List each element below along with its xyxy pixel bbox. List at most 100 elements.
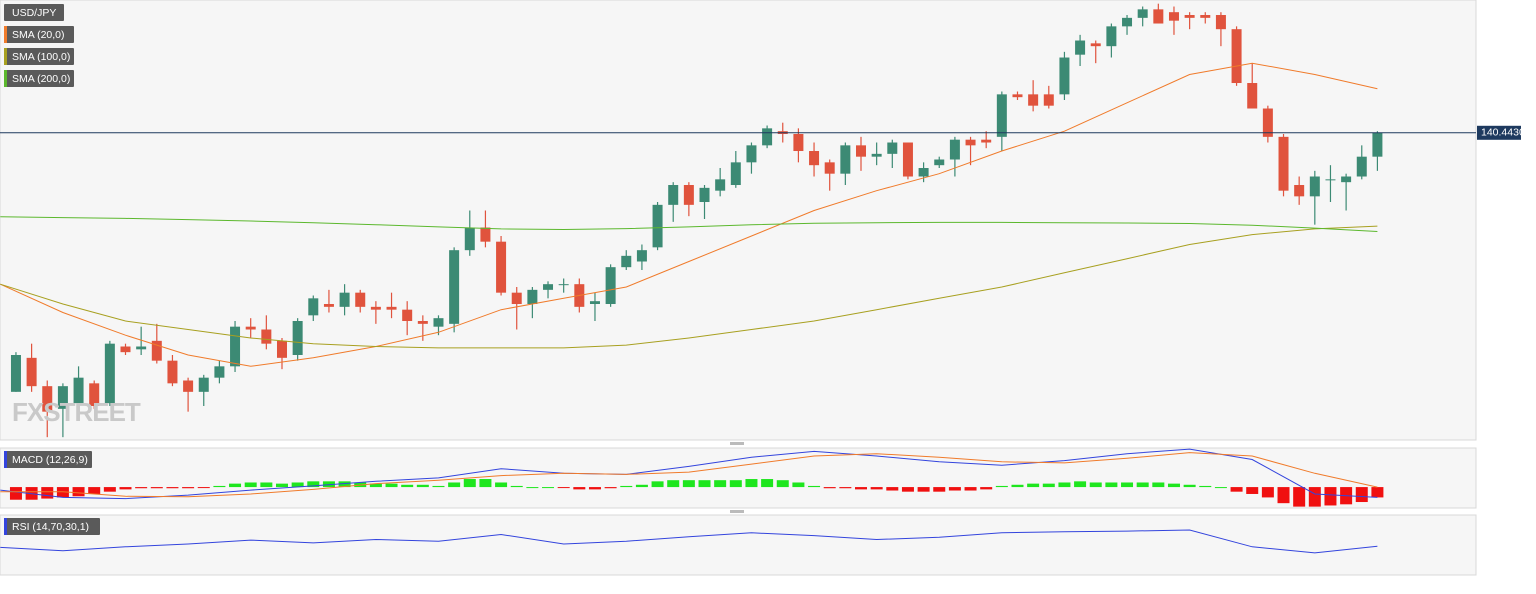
legend-swatch (4, 70, 7, 87)
candle-body (167, 360, 178, 384)
candle-body (214, 366, 225, 378)
panel-resize-handle[interactable] (730, 510, 744, 513)
macd-histogram-bar (1199, 485, 1212, 488)
legend-label: SMA (20,0) (12, 29, 65, 41)
candle-body (1075, 40, 1086, 55)
macd-histogram-bar (964, 487, 977, 491)
macd-histogram-bar (1136, 482, 1149, 488)
main-panel (0, 0, 1477, 441)
candle-body (840, 145, 851, 174)
candle-body (230, 326, 241, 367)
candle-body (496, 241, 507, 293)
candle-body (89, 383, 100, 407)
candle-body (245, 326, 256, 330)
macd-histogram-bar (573, 487, 586, 490)
marks (0, 3, 1476, 554)
candle-body (183, 380, 194, 392)
candle-body (1137, 9, 1148, 18)
macd-histogram-bar (1089, 482, 1102, 488)
macd-histogram-bar (1246, 487, 1259, 494)
macd-histogram-bar (1074, 481, 1087, 488)
macd-histogram-bar (729, 480, 742, 488)
macd-histogram-bar (1230, 487, 1243, 492)
watermark: FXSTREET (12, 397, 141, 427)
macd-histogram-bar (322, 481, 335, 488)
macd-histogram-bar (510, 485, 523, 488)
candle-body (1309, 176, 1320, 197)
candle-body (793, 134, 804, 152)
candle-body (589, 301, 600, 305)
macd-histogram-bar (1152, 482, 1165, 488)
macd-histogram-bar (698, 480, 711, 488)
macd-histogram-bar (808, 485, 821, 488)
macd-histogram-bar (1308, 487, 1321, 507)
candle-body (120, 346, 131, 353)
candle-body (308, 298, 319, 316)
candle-body (605, 267, 616, 305)
candle-body (151, 340, 162, 361)
candle-body (730, 162, 741, 186)
candle-body (1168, 12, 1179, 21)
rsi-line (0, 529, 1378, 554)
candle-body (1325, 179, 1336, 181)
legend-box (4, 451, 92, 468)
candle-body (887, 142, 898, 154)
candle-body (386, 306, 397, 310)
macd-histogram-bar (307, 481, 320, 488)
macd-histogram-bar (72, 487, 85, 497)
macd-histogram-bar (244, 482, 257, 488)
macd-histogram-bar (714, 480, 727, 488)
candle-body (809, 151, 820, 166)
candle-body (1231, 29, 1242, 84)
legend-label: USD/JPY (12, 7, 56, 19)
candle-body (1215, 15, 1226, 30)
macd-histogram-bar (917, 487, 930, 492)
macd-histogram-bar (1105, 482, 1118, 488)
macd-histogram-bar (933, 487, 946, 492)
macd-histogram-bar (682, 480, 695, 488)
candle-body (856, 145, 866, 157)
macd-histogram-bar (103, 487, 116, 492)
macd-histogram-bar (1058, 482, 1071, 488)
candle-body (276, 340, 287, 358)
macd-histogram-bar (229, 483, 242, 488)
candle-body (1262, 108, 1273, 137)
candle-body (1153, 9, 1164, 24)
candle-body (996, 94, 1007, 137)
legend-swatch (4, 451, 7, 468)
macd-histogram-bar (886, 487, 899, 491)
candle-body (480, 227, 491, 242)
macd-histogram-bar (620, 485, 633, 488)
legend-label: MACD (12,26,9) (12, 454, 88, 466)
candle-body (668, 185, 679, 205)
macd-histogram-bar (1371, 487, 1384, 498)
candle-body (543, 284, 554, 290)
candle-body (1059, 57, 1070, 95)
macd-histogram-bar (1121, 482, 1134, 488)
candle-body (652, 204, 663, 248)
sma-line (0, 216, 1378, 232)
panel-resize-handle[interactable] (730, 442, 744, 445)
candle-body (26, 357, 37, 387)
candle-body (949, 139, 960, 160)
macd-histogram-bar (166, 487, 179, 489)
macd-histogram-bar (1027, 483, 1040, 488)
candle-body (104, 343, 115, 404)
macd-histogram-bar (792, 482, 805, 488)
macd-histogram-bar (1355, 487, 1368, 503)
macd-histogram-bar (385, 483, 398, 488)
candle-body (1356, 156, 1367, 177)
macd-histogram-bar (1261, 487, 1274, 498)
candle-body (699, 187, 710, 203)
candle-body (1012, 94, 1023, 98)
macd-histogram-bar (1183, 484, 1196, 488)
macd-histogram-bar (56, 487, 69, 498)
candle-body (42, 386, 53, 412)
macd-histogram-bar (135, 487, 148, 489)
candle-body (433, 318, 444, 327)
candle-body (636, 250, 647, 262)
sma-line (0, 62, 1378, 367)
macd-histogram-bar (150, 487, 163, 489)
candle-body (1200, 15, 1211, 18)
